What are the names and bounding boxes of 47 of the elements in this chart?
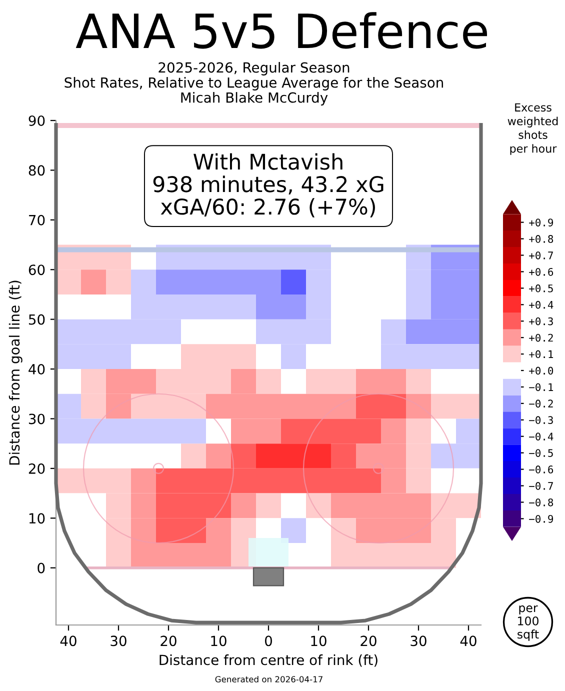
- color-bar-label: −0.3: [529, 416, 553, 424]
- y-tick-label: 80: [28, 165, 45, 176]
- color-bar-label: +0.3: [529, 317, 553, 326]
- x-tick-label: 0: [264, 636, 272, 646]
- color-bar-label: −0.5: [529, 449, 553, 457]
- y-axis-title: Distance from goal line (ft): [8, 280, 22, 465]
- y-tick-label: 70: [29, 214, 45, 226]
- x-tick-label: 30: [410, 636, 426, 646]
- x-tick-label: 20: [360, 636, 376, 646]
- color-bar-label: −0.6: [529, 466, 554, 474]
- color-bar-label: +0.4: [529, 300, 554, 309]
- chart-title: ANA 5v5 Defence: [76, 12, 487, 49]
- x-tick-label: 40: [60, 636, 76, 646]
- y-tick-label: 50: [28, 314, 45, 325]
- y-tick-label: 10: [29, 513, 45, 524]
- color-bar-label: +0.8: [529, 235, 554, 243]
- color-bar-label: −0.4: [529, 432, 554, 440]
- x-tick-label: 10: [311, 636, 326, 646]
- color-bar-label: +0.9: [529, 218, 554, 226]
- color-bar-label: +0.5: [529, 284, 553, 292]
- x-axis-title: Distance from centre of rink (ft): [160, 654, 378, 667]
- line-series: [54, 121, 483, 624]
- color-bar-label: +0.7: [529, 251, 553, 260]
- color-bar-label: −0.7: [529, 482, 553, 490]
- color-bar-label: +0.1: [529, 350, 554, 358]
- y-tick-label: 0: [38, 562, 45, 574]
- color-bar-label: +0.0: [529, 366, 554, 375]
- y-tick-label: 90: [28, 115, 45, 126]
- annotation: With Mctavish 938 minutes, 43.2 xG xGA/60: 2.76 (+7%): [153, 153, 384, 218]
- color-bar-label: −0.9: [529, 514, 554, 523]
- text: Generated on 2026-04-17: [215, 676, 322, 682]
- color-bar-label: −0.1: [529, 383, 554, 392]
- y-tick-label: 20: [28, 463, 45, 474]
- chart-subtitle: 2025-2026, Regular Season Shot Rates, Relative to League Average for the Season Micah Blake McCurdy: [64, 62, 444, 106]
- x-tick-label: 10: [211, 636, 226, 646]
- color-bar-label: −0.2: [529, 400, 553, 408]
- y-tick-label: 60: [28, 264, 45, 276]
- y-tick-label: 40: [28, 364, 45, 374]
- x-tick-label: 40: [460, 636, 476, 646]
- y-tick-label: 30: [28, 414, 45, 424]
- color-bar-label: +0.2: [529, 334, 553, 342]
- color-bar-label: +0.6: [529, 268, 554, 276]
- text: per 100 sqft: [518, 605, 539, 641]
- color-bar-title: Excess weighted shots per hour: [508, 103, 558, 155]
- x-tick-label: 20: [160, 636, 176, 646]
- color-bar-label: −0.8: [529, 498, 554, 506]
- x-tick-label: 30: [110, 636, 126, 646]
